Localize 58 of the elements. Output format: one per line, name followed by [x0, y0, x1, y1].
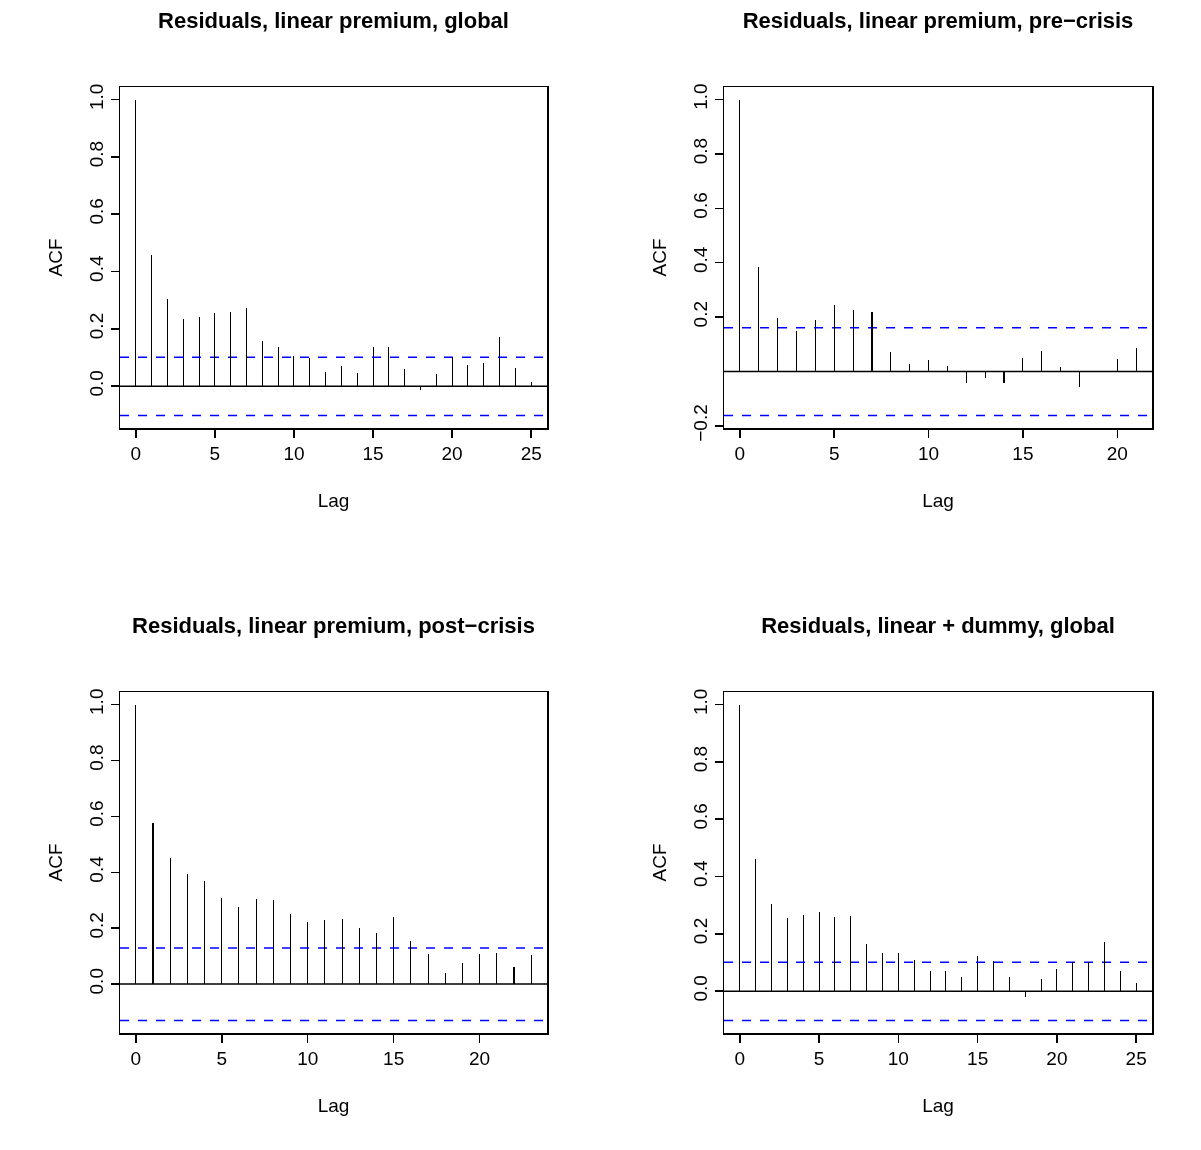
y-tick-label: 0.6	[85, 800, 107, 827]
x-axis-title: Lag	[317, 489, 350, 511]
y-tick-label: 0.6	[689, 192, 711, 219]
x-tick-label: 15	[362, 443, 384, 465]
x-tick-label: 5	[209, 443, 221, 465]
y-tick-label: 1.0	[85, 688, 107, 715]
y-tick-label: 0.2	[689, 300, 711, 328]
x-tick-label: 15	[1012, 443, 1034, 465]
x-tick-label: 0	[130, 443, 142, 465]
y-tick-label: 0.4	[689, 246, 711, 274]
y-tick-label: 0.6	[689, 803, 711, 830]
x-tick-label: 20	[1046, 1048, 1068, 1070]
x-tick-label: 20	[1106, 443, 1128, 465]
x-tick-label: 20	[441, 443, 463, 465]
x-axis-title: Lag	[317, 1094, 350, 1116]
y-tick-label: 0.4	[689, 860, 711, 887]
x-axis-title: Lag	[922, 489, 954, 511]
chart-title: Residuals, linear + dummy, global	[761, 612, 1115, 638]
y-axis-title: ACF	[45, 238, 66, 277]
x-tick-label: 0	[734, 1048, 746, 1070]
y-tick-label: 0.2	[85, 912, 107, 939]
y-tick-label: 0.0	[689, 975, 711, 1002]
y-tick-label: 0.8	[689, 745, 711, 773]
y-tick-label: 1.0	[689, 83, 711, 110]
y-axis-title: ACF	[45, 843, 66, 882]
x-tick-label: 10	[283, 443, 305, 465]
y-tick-label: 0.8	[689, 137, 711, 165]
x-tick-label: 15	[383, 1048, 405, 1070]
y-tick-label: 0.4	[85, 855, 107, 883]
y-tick-label: 0.0	[85, 370, 107, 397]
y-axis-title: ACF	[649, 238, 670, 277]
chart-title: Residuals, linear premium, global	[158, 7, 509, 33]
x-tick-label: 20	[469, 1048, 491, 1070]
y-tick-label: −0.2	[689, 404, 711, 442]
x-tick-label: 25	[1125, 1048, 1147, 1070]
x-tick-label: 5	[216, 1048, 228, 1070]
chart-title: Residuals, linear premium, post−crisis	[132, 612, 535, 638]
y-tick-label: 0.8	[85, 140, 107, 168]
y-tick-label: 0.2	[85, 312, 107, 340]
x-tick-label: 10	[917, 443, 940, 465]
x-axis-title: Lag	[922, 1094, 954, 1116]
x-tick-label: 5	[828, 443, 840, 465]
x-tick-label: 10	[887, 1048, 909, 1070]
x-tick-label: 15	[967, 1048, 989, 1070]
y-tick-label: 0.8	[85, 744, 107, 771]
x-tick-label: 5	[813, 1048, 825, 1070]
y-tick-label: 0.0	[85, 968, 107, 995]
y-tick-label: 0.2	[689, 917, 711, 945]
x-tick-label: 10	[297, 1048, 319, 1070]
y-tick-label: 0.4	[85, 255, 107, 282]
y-tick-label: 0.6	[85, 198, 107, 225]
x-tick-label: 25	[520, 443, 542, 465]
x-tick-label: 0	[130, 1048, 142, 1070]
y-tick-label: 1.0	[85, 83, 107, 110]
y-axis-title: ACF	[649, 843, 670, 882]
chart-title: Residuals, linear premium, pre−crisis	[742, 7, 1134, 33]
y-tick-label: 1.0	[689, 688, 711, 715]
x-tick-label: 0	[734, 443, 746, 465]
